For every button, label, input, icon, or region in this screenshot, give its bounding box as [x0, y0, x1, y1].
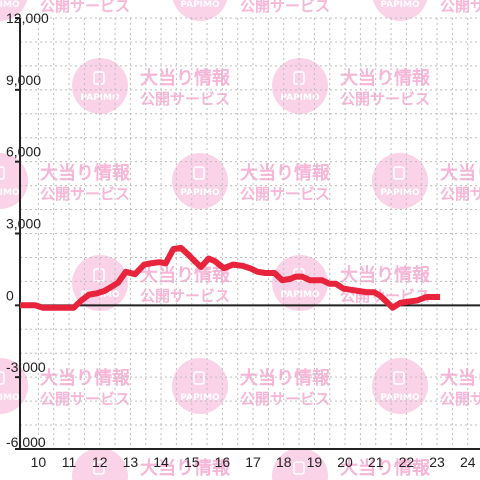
x-tick-label: 14: [153, 454, 169, 470]
y-tick-label: 6,000: [6, 144, 41, 160]
x-tick-label: 11: [62, 454, 77, 470]
axes: [15, 17, 480, 450]
watermark-tile: [171, 357, 332, 415]
watermark-tile: [271, 57, 432, 115]
tick-labels: 12,000 9,000 6,000 3,000 0 -3,000 -6,000 10 11 12…: [6, 10, 476, 470]
x-tick-label: 16: [215, 454, 231, 470]
grid: [20, 17, 480, 450]
x-tick-label: 15: [184, 454, 200, 470]
watermark-tile: [71, 57, 232, 115]
x-tick-label: 18: [276, 454, 292, 470]
y-tick-label: 0: [6, 287, 14, 303]
x-tick-label: 23: [429, 454, 445, 470]
x-tick-label: 22: [399, 454, 415, 470]
x-tick-label: 20: [337, 454, 353, 470]
y-tick-label: 3,000: [6, 216, 41, 232]
x-tick-label: 19: [307, 454, 323, 470]
x-tick-label: 24: [460, 454, 476, 470]
series: [20, 244, 441, 311]
y-tick-label: 12,000: [6, 10, 49, 26]
series-line: [20, 244, 441, 311]
x-tick-label: 10: [31, 454, 47, 470]
x-tick-label: 13: [123, 454, 139, 470]
x-tick-label: 17: [245, 454, 261, 470]
y-tick-label: -6,000: [6, 434, 46, 450]
x-tick-label: 21: [368, 454, 384, 470]
watermark-tile: [371, 357, 480, 415]
y-tick-label: -3,000: [6, 359, 46, 375]
y-tick-label: 9,000: [6, 72, 41, 88]
x-tick-label: 12: [92, 454, 108, 470]
